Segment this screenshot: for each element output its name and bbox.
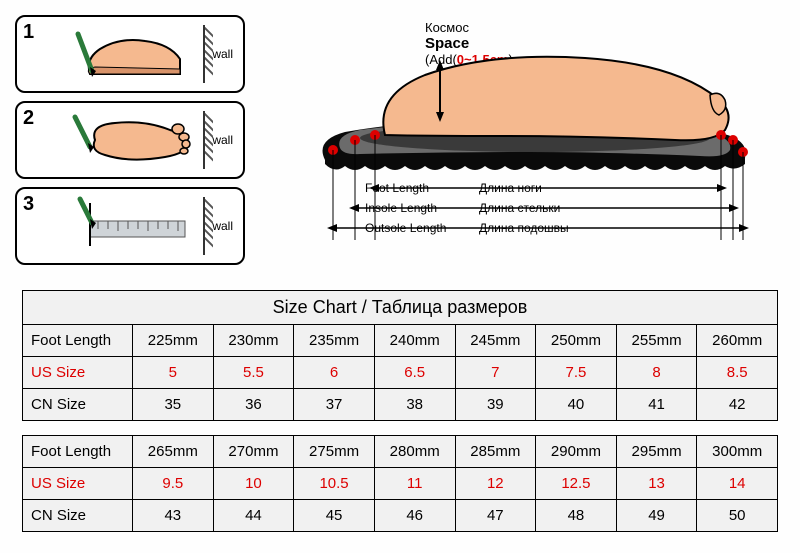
step-3-number: 3 [23,193,34,216]
cn-size-header: CN Size [23,389,133,421]
cell: 37 [294,389,375,421]
table-gap [22,421,778,435]
cell: 11 [374,468,455,500]
top-section: 1 wall 2 [0,0,800,280]
cell: 7.5 [536,357,617,389]
wall-label-2: wall [212,133,233,147]
shoe-cross-section-icon [305,40,755,290]
wall-label-3: wall [212,219,233,233]
size-chart-title: Size Chart / Таблица размеров [22,290,778,324]
cell: 230mm [213,325,294,357]
size-table-2: Foot Length 265mm 270mm 275mm 280mm 285m… [22,435,778,532]
cell: 35 [133,389,214,421]
foot-length-header: Foot Length [23,436,133,468]
cell: 5 [133,357,214,389]
cell: 300mm [697,436,778,468]
step-2-box: 2 wall [15,101,245,179]
cell: 265mm [133,436,214,468]
cell: 36 [213,389,294,421]
cell: 46 [374,500,455,532]
table-row: US Size 9.5 10 10.5 11 12 12.5 13 14 [23,468,778,500]
cell: 225mm [133,325,214,357]
cell: 250mm [536,325,617,357]
cell: 245mm [455,325,536,357]
cell: 275mm [294,436,375,468]
foot-length-header: Foot Length [23,325,133,357]
size-chart-section: Size Chart / Таблица размеров Foot Lengt… [0,280,800,532]
cell: 14 [697,468,778,500]
cell: 280mm [374,436,455,468]
step-3-box: 3 [15,187,245,265]
us-size-header: US Size [23,357,133,389]
cell: 260mm [697,325,778,357]
cell: 39 [455,389,536,421]
cell: 13 [616,468,697,500]
foot-side-icon [60,19,200,89]
cell: 270mm [213,436,294,468]
cell: 40 [536,389,617,421]
outsole-length-label: Outsole Length Длина подошвы [365,218,569,238]
cell: 12 [455,468,536,500]
measurement-steps: 1 wall 2 [15,10,245,280]
cell: 6.5 [374,357,455,389]
cell: 48 [536,500,617,532]
cell: 8.5 [697,357,778,389]
cell: 44 [213,500,294,532]
table-row: CN Size 35 36 37 38 39 40 41 42 [23,389,778,421]
cell: 290mm [536,436,617,468]
cell: 42 [697,389,778,421]
cell: 10.5 [294,468,375,500]
ruler-icon [60,191,200,261]
cell: 49 [616,500,697,532]
cell: 9.5 [133,468,214,500]
cell: 41 [616,389,697,421]
cell: 285mm [455,436,536,468]
step-2-number: 2 [23,107,34,130]
cell: 43 [133,500,214,532]
cell: 38 [374,389,455,421]
cell: 10 [213,468,294,500]
cell: 235mm [294,325,375,357]
cell: 12.5 [536,468,617,500]
space-label-ru: Космос [425,20,513,35]
cell: 47 [455,500,536,532]
table-row: Foot Length 265mm 270mm 275mm 280mm 285m… [23,436,778,468]
table-row: CN Size 43 44 45 46 47 48 49 50 [23,500,778,532]
cell: 295mm [616,436,697,468]
table-row: Foot Length 225mm 230mm 235mm 240mm 245m… [23,325,778,357]
cell: 8 [616,357,697,389]
foot-top-icon [60,105,200,175]
cn-size-header: CN Size [23,500,133,532]
cell: 5.5 [213,357,294,389]
step-1-box: 1 wall [15,15,245,93]
insole-length-label: Insole Length Длина стельки [365,198,569,218]
cell: 255mm [616,325,697,357]
cell: 7 [455,357,536,389]
cell: 240mm [374,325,455,357]
shoe-diagram: Космос Space (Add(0~1.5cm) [245,10,785,280]
table-row: US Size 5 5.5 6 6.5 7 7.5 8 8.5 [23,357,778,389]
cell: 6 [294,357,375,389]
size-table-1: Foot Length 225mm 230mm 235mm 240mm 245m… [22,324,778,421]
wall-label-1: wall [212,47,233,61]
us-size-header: US Size [23,468,133,500]
step-1-number: 1 [23,21,34,44]
cell: 50 [697,500,778,532]
cell: 45 [294,500,375,532]
foot-length-label: Foot Length Длина ноги [365,178,569,198]
length-labels: Foot Length Длина ноги Insole Length Дли… [365,178,569,238]
